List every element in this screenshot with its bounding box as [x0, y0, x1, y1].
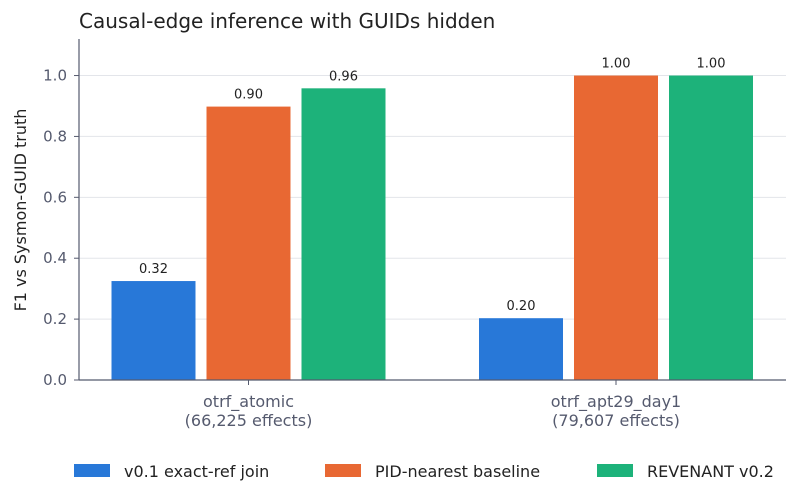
y-tick-label: 0.0	[43, 371, 67, 389]
bar	[111, 281, 196, 380]
legend-swatch	[74, 464, 110, 477]
bar	[206, 106, 291, 381]
bars	[111, 75, 753, 381]
x-tick-label: otrf_apt29_day1	[551, 392, 681, 412]
data-label: 1.00	[697, 57, 726, 72]
chart-title: Causal-edge inference with GUIDs hidden	[79, 9, 495, 33]
data-labels: 0.32 0.90 0.96 0.20 1.00 1.00	[139, 57, 725, 315]
bar	[574, 75, 658, 381]
y-tick-label: 1.0	[43, 67, 67, 85]
x-tick-label: otrf_atomic	[203, 392, 294, 412]
y-tick-label: 0.6	[43, 188, 67, 206]
data-label: 0.32	[139, 262, 168, 277]
y-tick-label: 0.2	[43, 310, 67, 328]
x-ticks: otrf_atomic(66,225 effects) otrf_apt29_da…	[185, 380, 681, 430]
legend: v0.1 exact-ref join PID-nearest baseline R…	[74, 462, 774, 481]
data-label: 0.96	[329, 69, 358, 84]
legend-label: v0.1 exact-ref join	[124, 462, 269, 481]
y-tick-label: 0.8	[43, 127, 67, 145]
data-label: 0.20	[507, 299, 536, 314]
y-tick-label: 0.4	[43, 249, 67, 267]
legend-label: PID-nearest baseline	[375, 462, 540, 481]
legend-swatch	[325, 464, 361, 477]
data-label: 0.90	[234, 88, 263, 103]
y-ticks: 0.0 0.2 0.4 0.6 0.8 1.0	[43, 67, 79, 389]
x-tick-label: (66,225 effects)	[185, 411, 313, 430]
legend-label: REVENANT v0.2	[647, 462, 774, 481]
bar	[479, 318, 563, 380]
legend-swatch	[597, 464, 633, 477]
y-axis-label: F1 vs Sysmon-GUID truth	[11, 109, 30, 312]
bar	[301, 88, 386, 380]
bar	[669, 75, 753, 381]
x-tick-label: (79,607 effects)	[552, 411, 680, 430]
data-label: 1.00	[602, 57, 631, 72]
